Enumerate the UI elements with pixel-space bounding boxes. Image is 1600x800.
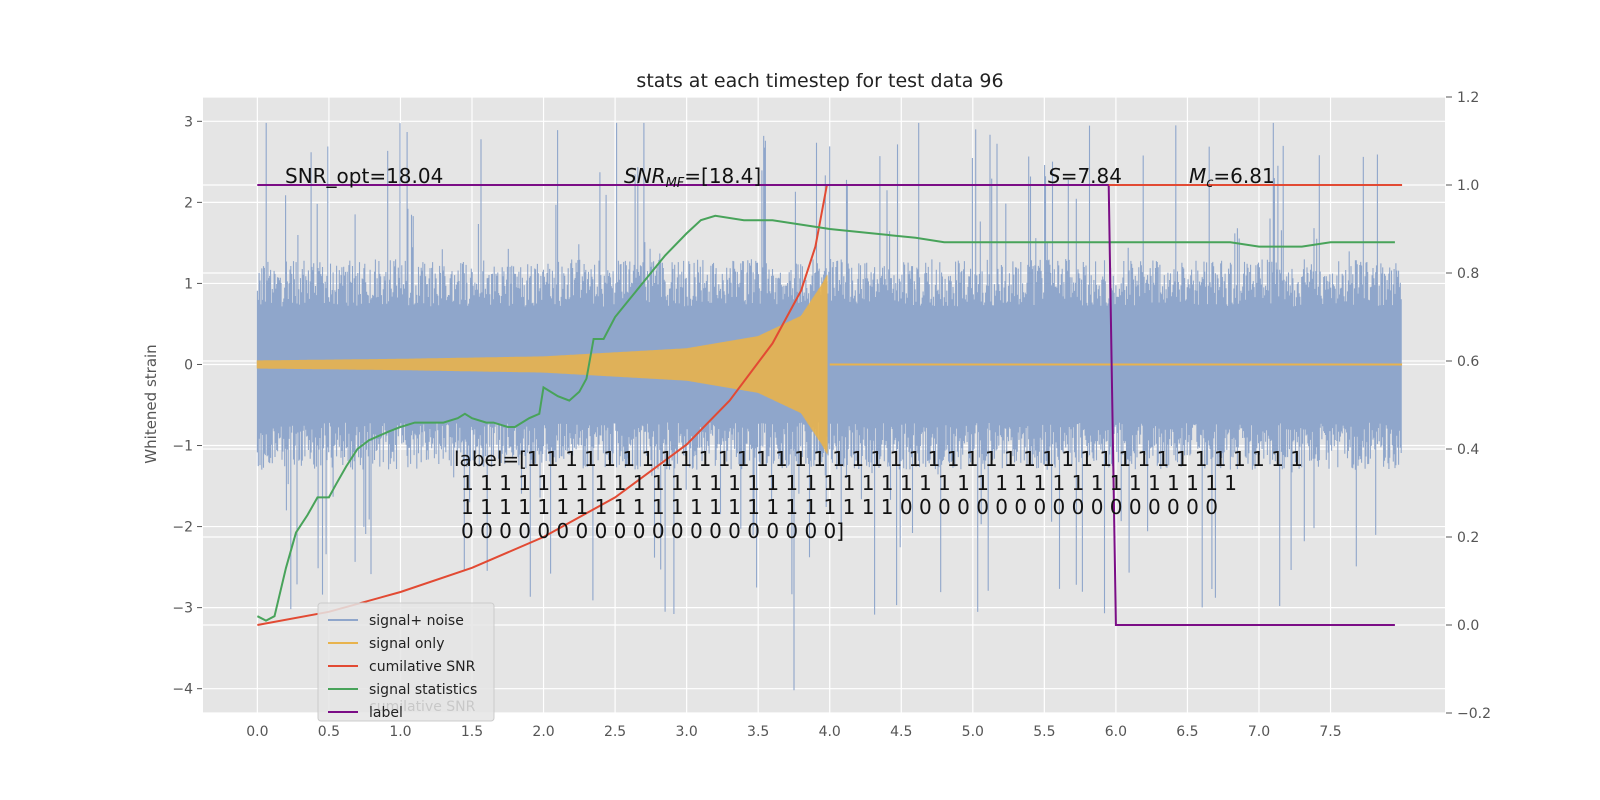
- x-tick-label: 0.5: [318, 724, 340, 740]
- annotation-mc-symbol: M: [1189, 164, 1206, 188]
- series-signal-statistics: [256, 214, 1395, 622]
- label-array-line-2: 1 1 1 1 1 1 1 1 1 1 1 1 1 1 1 1 1 1 1 1 …: [461, 471, 1237, 495]
- x-tick-label: 3.5: [747, 724, 769, 740]
- annotation-s: S=7.84: [1048, 164, 1122, 188]
- label-array-line-3: 1 1 1 1 1 1 1 1 1 1 1 1 1 1 1 1 1 1 1 1 …: [461, 495, 1218, 519]
- y2-tick-label: −0.2: [1457, 706, 1491, 722]
- y-tick-label: −3: [172, 601, 193, 617]
- label-array-line-1: label=[1 1 1 1 1 1 1 1 1 1 1 1 1 1 1 1 1…: [454, 447, 1303, 471]
- y2-tick-label: 0.4: [1457, 442, 1479, 458]
- label-array-line-4: 0 0 0 0 0 0 0 0 0 0 0 0 0 0 0 0 0 0 0 0]: [461, 519, 844, 543]
- legend-ghost-text: cumilative SNR: [369, 699, 476, 715]
- y2-tick-label: 0.6: [1457, 354, 1479, 370]
- y2-tick-label: 0.8: [1457, 266, 1479, 282]
- x-tick-label: 6.5: [1176, 724, 1198, 740]
- y2-tick-label: 0.2: [1457, 530, 1479, 546]
- y-tick-label: 2: [184, 195, 193, 211]
- y2-tick-label: 1.0: [1457, 178, 1479, 194]
- y-axis-label: Whitened strain: [142, 344, 160, 463]
- x-tick-label: 0.0: [246, 724, 268, 740]
- legend-frame: [317, 602, 495, 722]
- annotation-mc: Mc=6.81: [1189, 164, 1275, 191]
- series-cumilative-snr: [257, 184, 828, 626]
- annotation-mc-value: =6.81: [1213, 164, 1274, 188]
- legend-label: signal+ noise: [369, 613, 464, 629]
- annotation-snr-mf-value: =[18.4]: [684, 164, 761, 188]
- y-tick-label: 0: [184, 357, 193, 373]
- legend: cumilative SNR signal+ noise signal only c…: [317, 602, 495, 722]
- x-tick-label: 4.0: [819, 724, 841, 740]
- x-tick-label: 1.0: [389, 724, 411, 740]
- x-tick-label: 4.5: [890, 724, 912, 740]
- x-tick-label: 2.5: [604, 724, 626, 740]
- annotation-snr-mf: SNRMF=[18.4]: [624, 164, 761, 191]
- x-tick-label: 7.0: [1248, 724, 1270, 740]
- annotations: SNR_opt=18.04 SNRMF=[18.4] S=7.84 Mc=6.8…: [285, 164, 1303, 543]
- annotation-snr-mf-subscript: MF: [666, 176, 685, 191]
- y2-tick-label: 1.2: [1457, 90, 1479, 106]
- x-tick-label: 5.0: [962, 724, 984, 740]
- legend-label: label: [369, 705, 403, 721]
- y-tick-label: −4: [172, 682, 193, 698]
- y-tick-label: 1: [184, 276, 193, 292]
- legend-label: signal statistics: [369, 682, 477, 698]
- x-tick-label: 2.0: [532, 724, 554, 740]
- annotation-snr-mf-symbol: SNR: [624, 164, 666, 188]
- legend-label: signal only: [369, 636, 444, 652]
- y-tick-label: −2: [172, 520, 193, 536]
- annotation-s-value: =7.84: [1061, 164, 1122, 188]
- annotation-mc-subscript: c: [1206, 176, 1213, 191]
- annotation-snr-opt: SNR_opt=18.04: [285, 164, 443, 188]
- y-tick-label: −1: [172, 439, 193, 455]
- series-signal-only: [256, 275, 828, 454]
- x-tick-label: 3.0: [676, 724, 698, 740]
- chart-title: stats at each timestep for test data 96: [636, 70, 1003, 92]
- x-tick-label: 1.5: [461, 724, 483, 740]
- x-tick-label: 5.5: [1033, 724, 1055, 740]
- x-tick-label: 7.5: [1319, 724, 1341, 740]
- y-tick-label: 3: [184, 114, 193, 130]
- annotation-s-symbol: S: [1048, 164, 1061, 188]
- y2-tick-label: 0.0: [1457, 618, 1479, 634]
- x-tick-label: 6.0: [1105, 724, 1127, 740]
- legend-label: cumilative SNR: [369, 659, 476, 675]
